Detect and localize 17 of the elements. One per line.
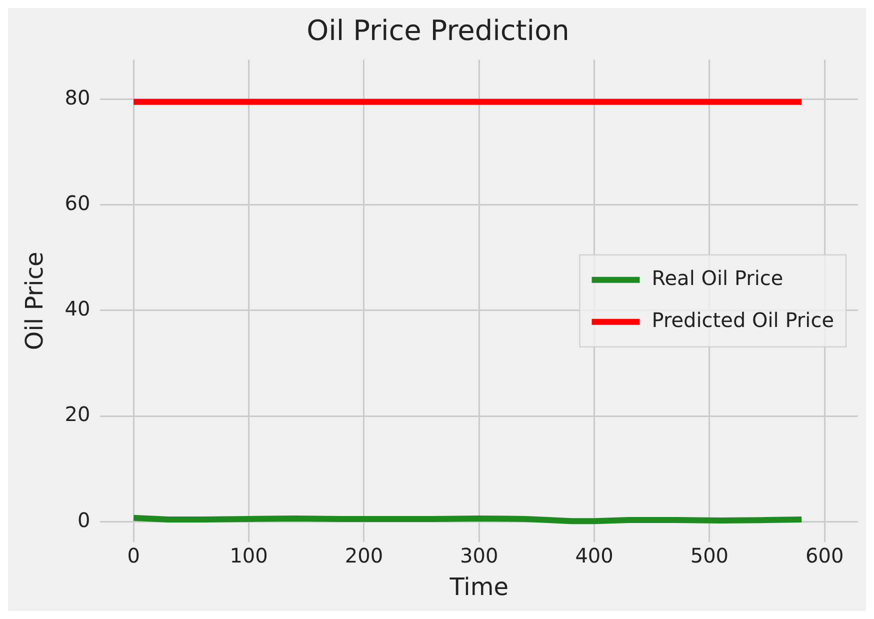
x-axis-title: Time (448, 572, 508, 601)
y-tick-label: 20 (64, 402, 90, 426)
x-tick-label: 300 (460, 543, 498, 568)
legend-label: Predicted Oil Price (652, 308, 834, 332)
x-tick-label: 200 (344, 543, 384, 568)
x-tick-label: 500 (690, 543, 729, 568)
y-axis-title: Oil Price (20, 252, 49, 350)
x-tick-label: 0 (127, 543, 140, 568)
y-tick-label: 0 (78, 508, 90, 532)
y-tick-label: 80 (64, 85, 90, 110)
y-tick-label: 40 (64, 296, 90, 321)
legend-label: Real Oil Price (652, 266, 784, 290)
chart-title: Oil Price Prediction (306, 14, 570, 48)
x-tick-label: 400 (575, 543, 614, 568)
y-tick-label: 60 (64, 191, 90, 216)
x-tick-label: 100 (230, 543, 268, 568)
x-tick-label: 600 (806, 543, 844, 568)
